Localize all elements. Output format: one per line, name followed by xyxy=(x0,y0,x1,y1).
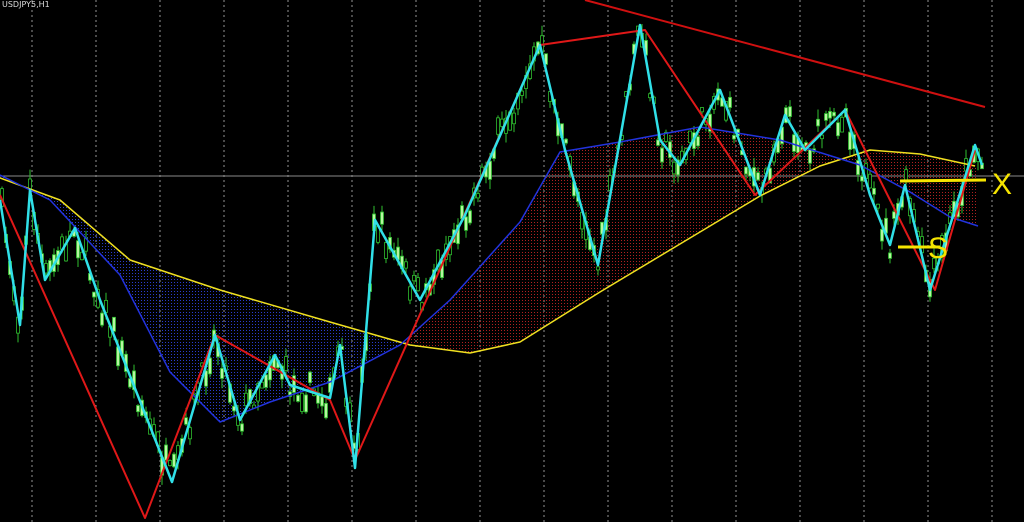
candle-body xyxy=(324,402,328,419)
candle-body xyxy=(308,371,312,384)
candle-body xyxy=(876,203,880,209)
candle-body xyxy=(768,167,772,184)
candle-body xyxy=(820,134,824,140)
candle-body xyxy=(512,112,516,125)
candle-body xyxy=(44,263,48,274)
candle-body xyxy=(732,135,736,140)
cyan-zigzag xyxy=(0,23,984,484)
candle-body xyxy=(836,122,840,137)
candle-body xyxy=(892,211,896,219)
candle-body xyxy=(860,176,864,182)
candle-body xyxy=(672,161,676,175)
candle-body xyxy=(660,147,664,163)
candle-body xyxy=(788,106,792,117)
candle-body xyxy=(696,136,700,147)
candle-body xyxy=(220,368,224,379)
candle-body xyxy=(184,417,188,425)
candle-body xyxy=(888,252,892,259)
candle-body xyxy=(756,172,760,181)
candle-body xyxy=(204,370,208,387)
candle-body xyxy=(304,394,308,413)
candle-body xyxy=(496,117,500,135)
candle-body xyxy=(464,216,468,231)
candle-body xyxy=(476,193,480,199)
candle-body xyxy=(832,111,836,117)
candle-body xyxy=(136,405,140,413)
candle-body xyxy=(408,286,412,301)
candle-body xyxy=(700,107,704,113)
candle-body xyxy=(92,291,96,298)
candle-body xyxy=(664,131,668,142)
candle-body xyxy=(380,211,384,225)
candle-body xyxy=(164,444,168,461)
candle-body xyxy=(436,249,440,270)
candle-body xyxy=(872,187,876,195)
candle-body xyxy=(300,392,304,412)
candle-body xyxy=(112,316,116,332)
candle-body xyxy=(816,118,820,127)
candle-body xyxy=(100,312,104,326)
candle-body xyxy=(856,159,860,176)
candle-body xyxy=(240,423,244,432)
candle-body xyxy=(296,394,300,402)
candle-body xyxy=(500,118,504,127)
candle-body xyxy=(880,228,884,242)
candle-body xyxy=(564,138,568,144)
candle-body xyxy=(244,392,248,407)
annotation-x: X xyxy=(992,168,1012,201)
annotation-s: S xyxy=(928,232,948,265)
symbol-label: USDJPY5,H1 xyxy=(2,0,50,9)
candle-body xyxy=(808,148,812,164)
candle-body xyxy=(264,374,268,388)
candle-body xyxy=(904,169,908,181)
annotation-line xyxy=(899,178,987,183)
candle-body xyxy=(416,277,420,292)
candle-body xyxy=(284,356,288,372)
candle-body xyxy=(828,111,832,119)
candle-body xyxy=(596,266,600,271)
candle-body xyxy=(404,261,408,269)
candle-body xyxy=(320,396,324,407)
candle-body xyxy=(384,242,388,259)
candle-body xyxy=(168,460,172,467)
candle-body xyxy=(268,361,272,381)
candle-body xyxy=(708,113,712,132)
candle-body xyxy=(656,139,660,146)
candle-body xyxy=(188,427,192,440)
candle-body xyxy=(824,113,828,121)
candle-body xyxy=(848,131,852,150)
candle-body xyxy=(260,381,264,389)
candle-body xyxy=(28,178,32,190)
candle-body xyxy=(932,257,936,270)
indicator-lines xyxy=(0,0,986,519)
candle-body xyxy=(172,453,176,468)
candle-body xyxy=(292,375,296,393)
candle-body xyxy=(488,160,492,180)
candle-body xyxy=(792,134,796,152)
candle-body xyxy=(208,357,212,375)
yellow-ma xyxy=(0,149,976,354)
trend-line xyxy=(584,0,986,108)
candle-body xyxy=(688,130,692,143)
candle-body xyxy=(412,274,416,282)
candle-body xyxy=(728,96,732,108)
candle-body xyxy=(76,240,80,259)
candle-body xyxy=(744,166,748,175)
candle-body xyxy=(256,383,260,402)
candle-body xyxy=(468,210,472,224)
candle-body xyxy=(840,116,844,133)
candle-body xyxy=(868,173,872,189)
blue-ma xyxy=(0,126,979,423)
cloud-band xyxy=(410,127,978,353)
candle-body xyxy=(676,159,680,176)
candle-body xyxy=(520,90,524,96)
